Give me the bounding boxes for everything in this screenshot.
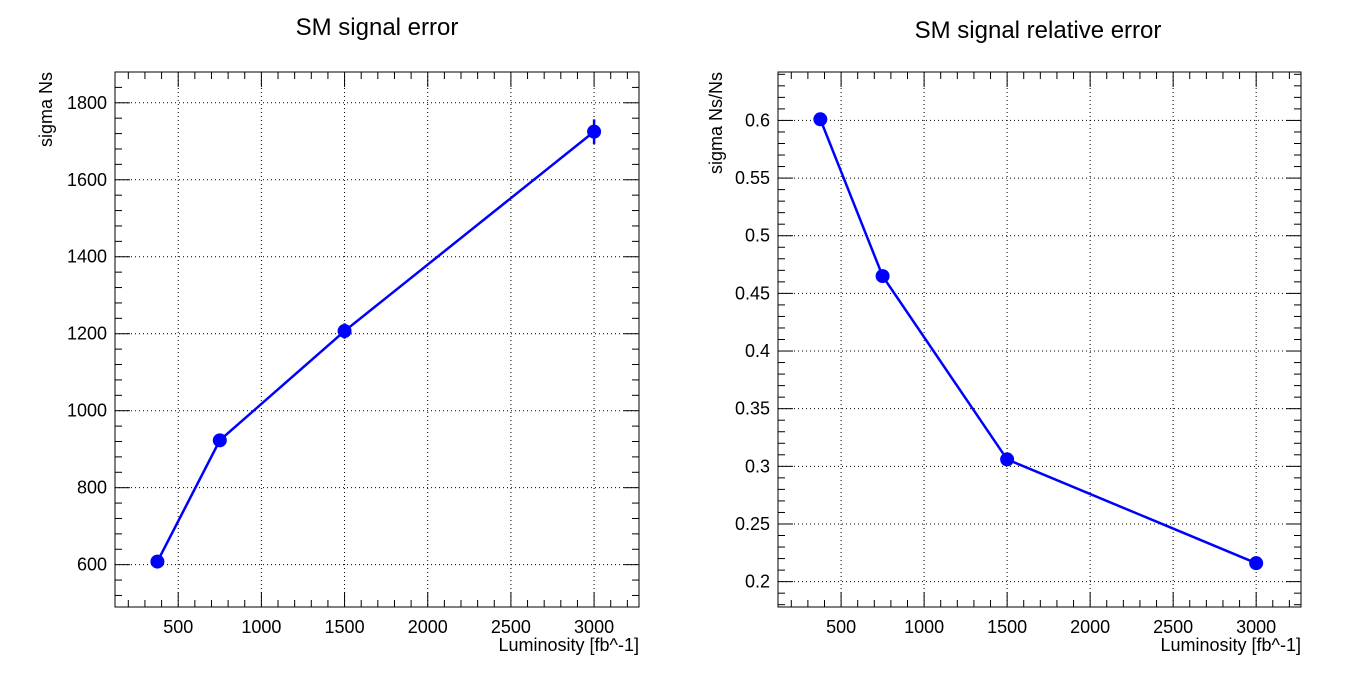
data-point (1000, 452, 1015, 467)
x-axis-label: Luminosity [fb^-1] (1160, 635, 1301, 655)
x-tick-label: 500 (163, 617, 193, 637)
x-tick-label: 2500 (491, 617, 531, 637)
y-tick-label: 0.25 (735, 514, 770, 534)
right-panel: SM signal relative error Luminosity [fb^… (706, 17, 1302, 655)
data-point (875, 269, 890, 284)
y-tick-label: 0.5 (745, 226, 770, 246)
chart-title: SM signal relative error (915, 17, 1162, 44)
x-tick-label: 2000 (408, 617, 448, 637)
plot-frame (777, 71, 1302, 608)
x-tick-label: 1500 (987, 617, 1027, 637)
x-tick-label: 2500 (1153, 617, 1193, 637)
x-tick-label: 1000 (904, 617, 944, 637)
x-axis-label: Luminosity [fb^-1] (498, 635, 639, 655)
y-tick-label: 600 (77, 555, 107, 575)
y-axis-label: sigma Ns (36, 72, 56, 147)
series-line (819, 118, 1257, 565)
data-point (587, 124, 602, 139)
y-tick-label: 0.45 (735, 283, 770, 303)
y-tick-label: 0.6 (745, 110, 770, 130)
y-axis-label: sigma Ns/Ns (706, 72, 726, 174)
y-tick-label: 0.2 (745, 572, 770, 592)
data-point (337, 324, 352, 339)
y-tick-label: 1000 (67, 401, 107, 421)
y-tick-label: 0.55 (735, 168, 770, 188)
chart-title: SM signal error (296, 14, 459, 41)
y-tick-label: 0.35 (735, 399, 770, 419)
y-tick-label: 800 (77, 478, 107, 498)
series-line (156, 130, 595, 563)
left-panel: SM signal error Luminosity [fb^-1] sigma… (36, 14, 640, 655)
x-tick-label: 3000 (1236, 617, 1276, 637)
y-tick-label: 0.4 (745, 341, 770, 361)
data-point (1249, 556, 1264, 571)
data-point (150, 554, 165, 569)
x-tick-label: 3000 (574, 617, 614, 637)
y-tick-label: 0.3 (745, 456, 770, 476)
x-tick-label: 1000 (241, 617, 281, 637)
y-tick-label: 1200 (67, 324, 107, 344)
data-point (212, 433, 227, 448)
x-tick-label: 1500 (325, 617, 365, 637)
x-tick-label: 500 (826, 617, 856, 637)
plot-frame (114, 71, 640, 608)
y-tick-label: 1400 (67, 247, 107, 267)
y-tick-label: 1600 (67, 170, 107, 190)
y-tick-label: 1800 (67, 93, 107, 113)
x-tick-label: 2000 (1070, 617, 1110, 637)
data-point (813, 112, 828, 127)
